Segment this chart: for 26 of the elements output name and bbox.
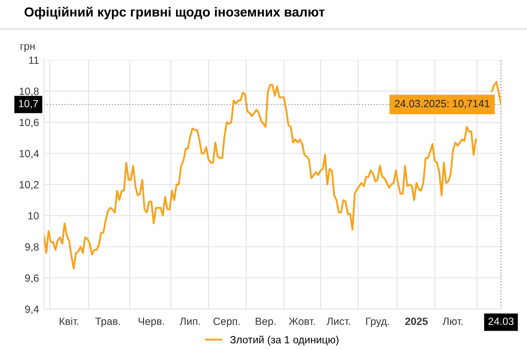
legend-label: Злотий (за 1 одиницю) — [230, 336, 338, 346]
x-tick-label: Квіт. — [60, 317, 78, 325]
x-tick-label: Вер. — [256, 318, 276, 328]
annotation: 24.03.2025: 10,7141 — [394, 100, 490, 109]
y-tick-label: 10,6 — [20, 118, 39, 128]
x-tick-label: Лист. — [326, 318, 350, 325]
x-tick-label: Черв. — [138, 318, 164, 328]
x-tick-label: Жовт. — [288, 318, 315, 325]
y-tick-label: 10,4 — [20, 150, 39, 158]
y-tick-label: 9,8 — [25, 243, 39, 252]
x-tick-label: 2025 — [405, 318, 428, 325]
x-tick-label: Лип. — [180, 318, 200, 325]
x-tick-label: 24.03 — [488, 318, 514, 325]
y-axis-title: грн — [20, 44, 35, 52]
x-tick-label: Лют. — [442, 318, 463, 325]
y-tick-label: 9,4 — [25, 306, 39, 314]
x-tick-label: Трав. — [95, 318, 120, 328]
y-tick-label: 9,6 — [25, 274, 39, 283]
chart-title: Офіційний курс гривні щодо іноземних валют — [24, 6, 325, 20]
y-tick-label: 10,8 — [20, 88, 39, 96]
x-tick-label: Груд. — [366, 318, 389, 328]
y-tick-label: 10 — [28, 212, 39, 220]
y-tick-label: 11 — [29, 56, 39, 64]
x-tick-label: Серп. — [214, 318, 240, 328]
ref-line-label: 10,7 — [18, 100, 38, 109]
y-tick-label: 10,2 — [20, 181, 39, 190]
